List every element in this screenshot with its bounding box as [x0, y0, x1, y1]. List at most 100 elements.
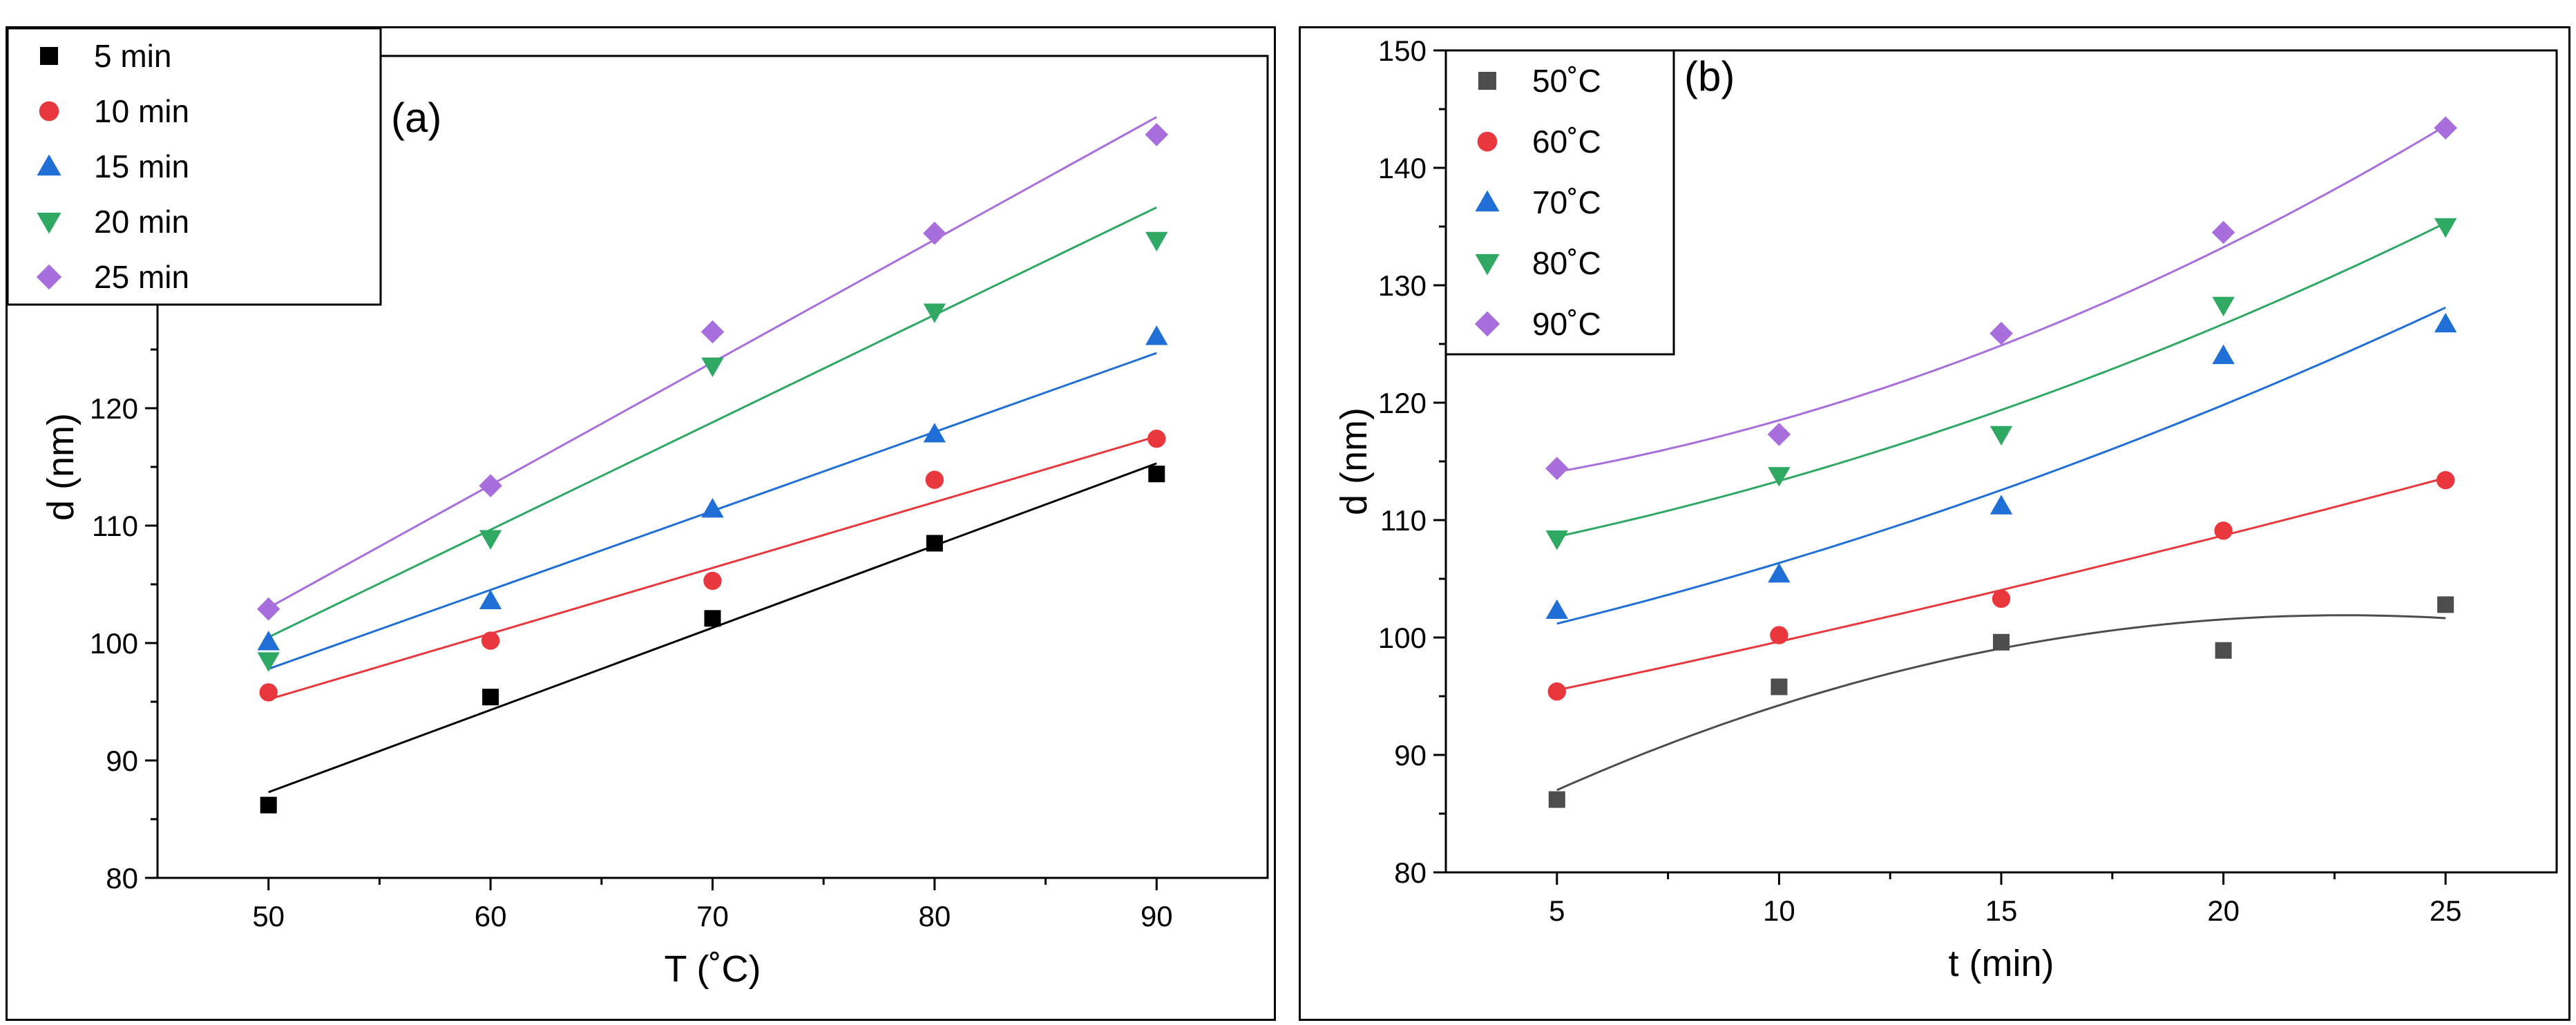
chart-b-data-point [1545, 457, 1569, 480]
chart-a-y-tick-label: 110 [92, 510, 138, 542]
chart-a-data-point [259, 683, 278, 702]
chart-b-data-point [1547, 682, 1566, 701]
chart-a-legend-label-4: 20 min [94, 204, 189, 240]
chart-b-data-point [1545, 530, 1568, 550]
chart-a-y-tick-label: 80 [106, 862, 138, 894]
chart-b-data-point [2434, 116, 2457, 140]
chart-a-data-point [1145, 231, 1168, 252]
chart-b-data-point [1990, 321, 2013, 345]
chart-b-data-point [1770, 626, 1788, 644]
chart-a-data-point [923, 221, 946, 245]
chart-a-legend-label-5: 25 min [94, 259, 189, 295]
chart-b-fit-line-3 [1556, 306, 2446, 625]
chart-b-data-point [2214, 521, 2233, 540]
chart-b-legend-label-5: 90˚C [1532, 306, 1601, 342]
chart-b-legend-label-1: 50˚C [1532, 63, 1601, 99]
chart-b-y-tick-label: 140 [1378, 152, 1427, 184]
chart-a-legend-marker-5 [36, 264, 62, 290]
chart-a-legend-box [6, 27, 382, 306]
chart-b-x-tick-label: 25 [2430, 894, 2462, 927]
chart-a-series-5 [256, 123, 1169, 621]
chart-a-data-point [479, 589, 502, 609]
chart-a-data-point [704, 610, 721, 627]
chart-b-data-point [1768, 467, 1791, 487]
chart-b-legend-marker-4 [1475, 253, 1500, 276]
chart-a-series-3 [257, 325, 1168, 651]
chart-b-data-point [1990, 425, 2013, 446]
chart-b-series-5 [1545, 116, 2457, 480]
chart-a-data-point [1145, 123, 1169, 146]
chart-a-data-point [925, 470, 944, 489]
chart-a-legend-label-1: 5 min [94, 38, 171, 74]
chart-b-legend-label-4: 80˚C [1532, 245, 1601, 281]
chart-b-data-point [2212, 296, 2235, 317]
chart-b-x-tick-label: 10 [1763, 894, 1795, 927]
chart-b-data-point [2211, 220, 2235, 245]
chart-b-legend-label-3: 70˚C [1532, 184, 1601, 220]
chart-b-x-axis-title: t (min) [1949, 943, 2054, 984]
chart-a-data-point [1147, 430, 1166, 448]
chart-a-fit-line-4 [268, 206, 1157, 638]
chart-b-data-point [2436, 471, 2455, 490]
chart-b-x-tick-label: 20 [2207, 894, 2240, 927]
chart-a-data-point [260, 796, 277, 814]
chart-a-x-tick-label: 70 [696, 900, 729, 932]
chart-b-data-point [1548, 791, 1565, 808]
chart-a-series-1 [260, 466, 1165, 814]
chart-a-legend-marker-1 [40, 47, 58, 65]
chart-b-data-point [2215, 642, 2232, 659]
chart-a-y-tick-label: 100 [90, 627, 138, 660]
chart-b-data-point [1771, 678, 1788, 696]
chart-b-y-tick-label: 150 [1378, 35, 1427, 67]
chart-a-data-point [479, 474, 502, 497]
chart-b-data-point [1990, 495, 2013, 515]
chart-b-data-point [2434, 312, 2457, 333]
chart-b-series-3 [1545, 312, 2457, 620]
chart-a-data-point [923, 303, 946, 323]
chart-b-series-1 [1548, 596, 2454, 808]
chart-panel-a: 50607080908090100110120130140150T (˚C)d … [6, 26, 1276, 1021]
chart-a-data-point [257, 652, 280, 672]
chart-a-y-axis-title: d (nm) [40, 413, 82, 521]
chart-b-y-tick-label: 130 [1378, 269, 1427, 302]
chart-a-data-point [479, 530, 502, 550]
chart-a-legend-marker-4 [37, 212, 61, 234]
chart-b-data-point [1545, 599, 1568, 620]
chart-a-panel-label: (a) [391, 95, 441, 141]
chart-b-y-tick-label: 100 [1378, 622, 1427, 654]
chart-a-data-point [701, 357, 724, 377]
chart-b-data-point [1992, 589, 2011, 609]
chart-b-panel-label: (b) [1684, 53, 1735, 99]
chart-b-fit-line-4 [1556, 222, 2446, 538]
chart-a-legend-label-2: 10 min [94, 93, 189, 129]
chart-b-legend-marker-3 [1475, 190, 1500, 212]
chart-a-x-tick-label: 50 [252, 900, 285, 932]
chart-a-legend-marker-3 [37, 154, 61, 176]
chart-a-data-point [1148, 466, 1165, 483]
chart-b-data-point [1993, 633, 2010, 651]
chart-a-fit-line-1 [268, 462, 1157, 794]
chart-b-y-tick-label: 120 [1378, 387, 1427, 419]
chart-b-y-tick-label: 110 [1380, 504, 1427, 537]
chart-b-y-axis-title: d (nm) [1333, 408, 1375, 515]
chart-a-y-tick-label: 120 [90, 392, 138, 425]
chart-a-x-tick-label: 90 [1141, 900, 1173, 932]
chart-b-series-4 [1545, 218, 2457, 550]
chart-a-data-point [926, 535, 943, 552]
chart-a-data-point [257, 631, 280, 651]
chart-b-data-point [2212, 344, 2235, 365]
chart-a-data-point [482, 689, 499, 706]
chart-b-svg: 5 10 15 20 25 80 90 100 110 120 130 140 150 t (min) d … [1333, 35, 2558, 984]
chart-a-x-tick-label: 60 [475, 900, 507, 932]
chart-a-data-point [923, 423, 946, 443]
chart-a-fit-line-2 [268, 435, 1157, 701]
chart-a-data-point [703, 571, 722, 591]
chart-a-svg: 50607080908090100110120130140150T (˚C)d … [6, 27, 1269, 990]
chart-b-series-2 [1547, 471, 2455, 701]
chart-a-data-point [700, 320, 725, 344]
chart-b-data-point [2434, 218, 2457, 238]
chart-b-data-point [1768, 563, 1791, 583]
chart-a-data-point [481, 631, 500, 650]
chart-a-data-point [701, 498, 724, 518]
chart-a-x-axis-title: T (˚C) [665, 948, 761, 990]
